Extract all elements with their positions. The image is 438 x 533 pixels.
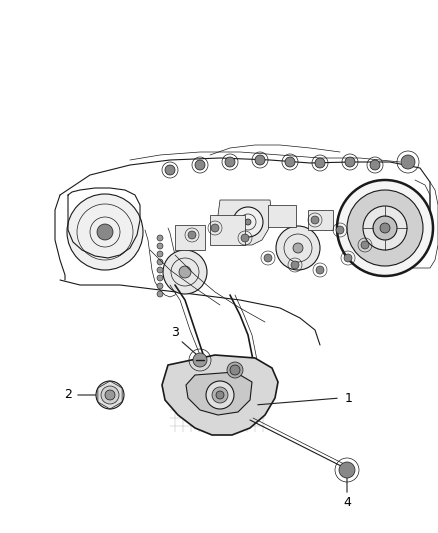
Circle shape xyxy=(67,194,143,270)
Circle shape xyxy=(165,165,175,175)
Circle shape xyxy=(291,261,299,269)
Circle shape xyxy=(241,234,249,242)
Polygon shape xyxy=(210,215,245,245)
Polygon shape xyxy=(186,372,252,415)
Polygon shape xyxy=(218,200,272,245)
Circle shape xyxy=(216,391,224,399)
Circle shape xyxy=(276,226,320,270)
Text: 1: 1 xyxy=(345,392,353,405)
Circle shape xyxy=(347,190,423,266)
Circle shape xyxy=(195,160,205,170)
Circle shape xyxy=(211,224,219,232)
Text: 4: 4 xyxy=(343,496,351,508)
Circle shape xyxy=(212,387,228,403)
Circle shape xyxy=(316,266,324,274)
Circle shape xyxy=(101,386,119,404)
Circle shape xyxy=(163,250,207,294)
Text: 3: 3 xyxy=(171,326,179,338)
Polygon shape xyxy=(268,205,296,227)
Circle shape xyxy=(380,223,390,233)
Circle shape xyxy=(293,243,303,253)
Circle shape xyxy=(230,365,240,375)
Circle shape xyxy=(373,216,397,240)
Circle shape xyxy=(157,283,163,289)
Circle shape xyxy=(157,259,163,265)
Circle shape xyxy=(105,390,115,400)
Circle shape xyxy=(206,381,234,409)
Circle shape xyxy=(157,275,163,281)
Circle shape xyxy=(233,207,263,237)
Circle shape xyxy=(188,231,196,239)
Circle shape xyxy=(370,160,380,170)
Polygon shape xyxy=(162,355,278,435)
Circle shape xyxy=(345,157,355,167)
Circle shape xyxy=(285,157,295,167)
Circle shape xyxy=(315,158,325,168)
Text: 2: 2 xyxy=(64,389,72,401)
Circle shape xyxy=(344,254,352,262)
Circle shape xyxy=(157,251,163,257)
Circle shape xyxy=(157,243,163,249)
Circle shape xyxy=(255,155,265,165)
Circle shape xyxy=(339,462,355,478)
Polygon shape xyxy=(308,210,333,230)
Circle shape xyxy=(361,241,369,249)
Circle shape xyxy=(97,224,113,240)
Circle shape xyxy=(227,362,243,378)
Circle shape xyxy=(245,219,251,225)
Circle shape xyxy=(225,157,235,167)
Circle shape xyxy=(157,235,163,241)
Polygon shape xyxy=(175,225,205,250)
Circle shape xyxy=(336,226,344,234)
Circle shape xyxy=(179,266,191,278)
Circle shape xyxy=(193,353,207,367)
Circle shape xyxy=(311,216,319,224)
Circle shape xyxy=(401,155,415,169)
Circle shape xyxy=(157,291,163,297)
Circle shape xyxy=(337,180,433,276)
Circle shape xyxy=(96,381,124,409)
Circle shape xyxy=(363,206,407,250)
Circle shape xyxy=(264,254,272,262)
Circle shape xyxy=(157,267,163,273)
